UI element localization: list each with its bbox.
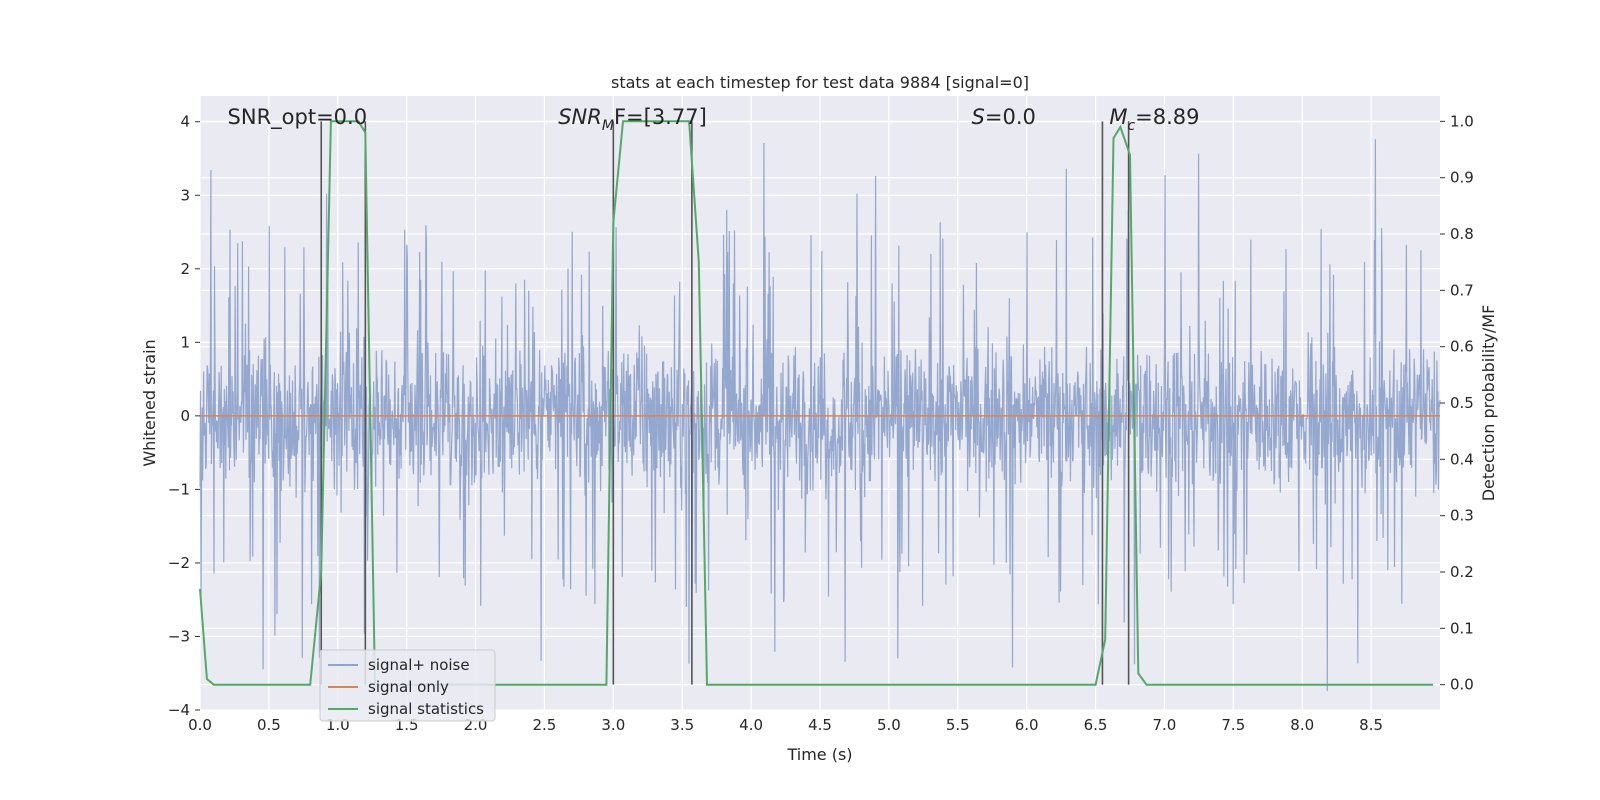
x-tick-label: 8.0: [1290, 716, 1314, 734]
x-tick-label: 2.5: [533, 716, 557, 734]
y-tick-label: 2: [180, 260, 190, 278]
x-tick-label: 0.0: [188, 716, 212, 734]
annotation-2: S=0.0: [972, 105, 1036, 129]
y-tick-label: 1: [180, 333, 190, 351]
y2-tick-label: 0.6: [1450, 338, 1474, 356]
y2-tick-label: 0.3: [1450, 507, 1474, 525]
x-axis-ticks: 0.0 0.5 1.0 1.5 2.0 2.5 3.0 3.5 4.0 4.5 5.0 5.5 6.0 6…: [188, 716, 1383, 734]
legend-label: signal statistics: [368, 700, 484, 718]
x-tick-label: 3.5: [670, 716, 694, 734]
annotation-0: SNR_opt=0.0: [228, 105, 368, 130]
y2-tick-label: 1.0: [1450, 112, 1474, 130]
y2-axis-ticks: 1.0 0.9 0.8 0.7 0.6 0.5 0.4 0.3 0.2 0.1 0.0: [1440, 112, 1474, 694]
y-tick-label: −4: [168, 701, 190, 719]
y-tick-label: 3: [180, 186, 190, 204]
stats-line: [199, 120, 1434, 686]
y2-tick-label: 0.8: [1450, 225, 1474, 243]
chart-title: stats at each timestep for test data 988…: [611, 73, 1029, 92]
annotations: SNR_opt=0.0 SNRMF=[3.77] S=0.0 Mc=8.89: [228, 105, 1200, 134]
x-tick-label: 4.5: [808, 716, 832, 734]
x-tick-label: 8.5: [1359, 716, 1383, 734]
legend: signal+ noise signal only signal statistic…: [319, 649, 496, 722]
y2-axis-label: Detection probability/MF: [1479, 305, 1498, 502]
series-signal-noise: [199, 139, 1441, 692]
x-axis-label: Time (s): [786, 745, 852, 764]
y2-tick-label: 0.4: [1450, 450, 1474, 468]
y-tick-label: −1: [168, 480, 190, 498]
y2-tick-label: 0.1: [1450, 619, 1474, 637]
x-tick-label: 5.0: [877, 716, 901, 734]
x-tick-label: 5.5: [946, 716, 970, 734]
series-signal-statistics: [199, 120, 1434, 686]
y-axis-label: Whitened strain: [140, 339, 159, 466]
y-axis-ticks: 4 3 2 1 0 −1 −2 −3 −4: [168, 113, 200, 719]
legend-label: signal only: [368, 678, 449, 696]
noise-line: [199, 139, 1441, 692]
y-tick-label: 0: [180, 407, 190, 425]
x-tick-label: 6.0: [1015, 716, 1039, 734]
annotation-1: SNRMF=[3.77]: [558, 105, 707, 134]
x-tick-label: 6.5: [1084, 716, 1108, 734]
x-tick-label: 3.0: [601, 716, 625, 734]
y-tick-label: −3: [168, 627, 190, 645]
y2-tick-label: 0.2: [1450, 563, 1474, 581]
x-tick-label: 7.0: [1153, 716, 1177, 734]
y2-tick-label: 0.7: [1450, 281, 1474, 299]
y-tick-label: 4: [180, 113, 190, 131]
legend-label: signal+ noise: [368, 656, 470, 674]
annotation-3: Mc=8.89: [1109, 105, 1199, 134]
y2-tick-label: 0.0: [1450, 676, 1474, 694]
x-tick-label: 7.5: [1221, 716, 1245, 734]
y2-tick-label: 0.5: [1450, 394, 1474, 412]
x-tick-label: 4.0: [739, 716, 763, 734]
x-tick-label: 0.5: [257, 716, 281, 734]
y-tick-label: −2: [168, 554, 190, 572]
legend-box: [319, 649, 496, 722]
y2-tick-label: 0.9: [1450, 169, 1474, 187]
